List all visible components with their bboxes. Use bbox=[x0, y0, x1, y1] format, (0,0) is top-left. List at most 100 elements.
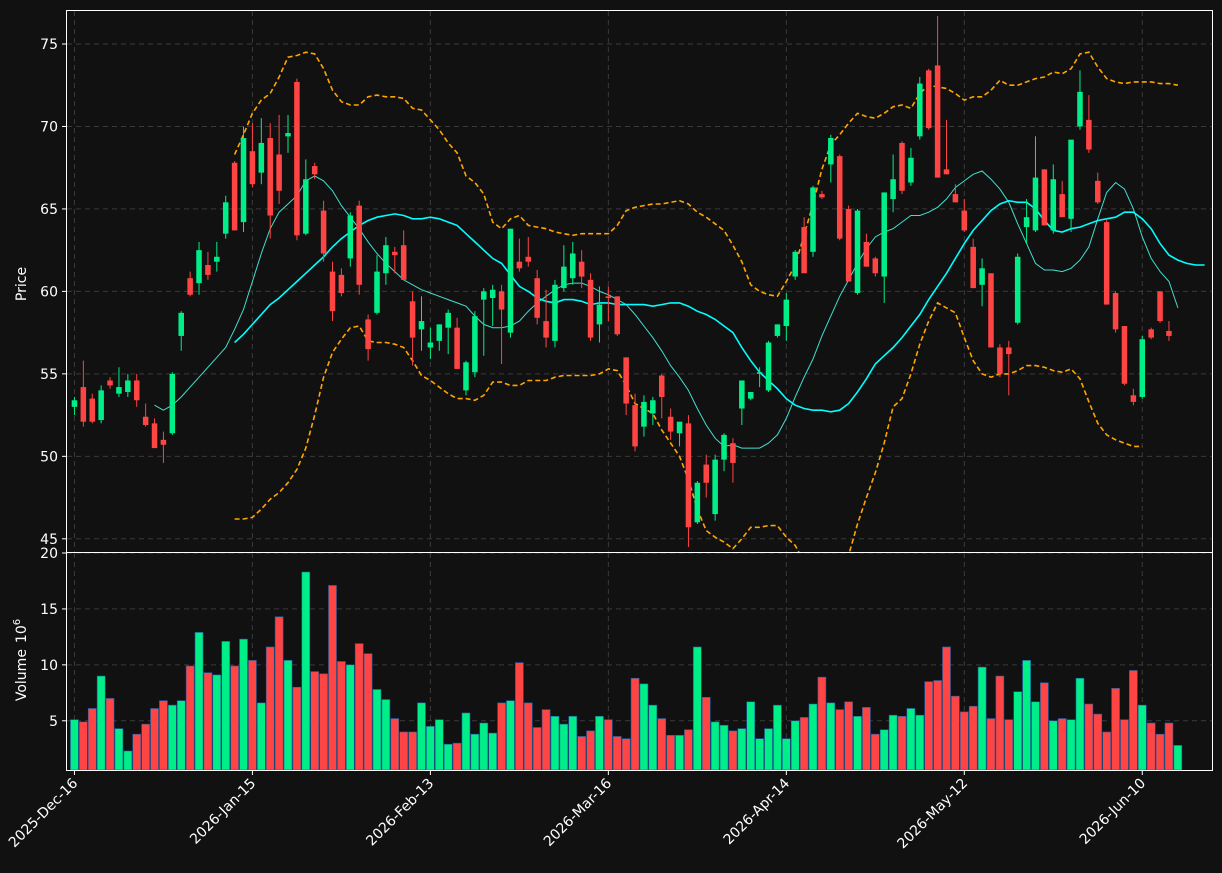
price-tick-label: 60 bbox=[40, 284, 58, 300]
volume-bar bbox=[105, 698, 115, 771]
volume-bar bbox=[310, 671, 320, 771]
candle-body bbox=[739, 380, 745, 409]
volume-bar bbox=[381, 699, 391, 771]
candle-body bbox=[267, 138, 273, 216]
volume-bar bbox=[79, 721, 88, 771]
candle-body bbox=[614, 296, 621, 335]
candle-body bbox=[712, 459, 718, 515]
candle-body bbox=[988, 273, 994, 348]
volume-bar bbox=[212, 674, 222, 771]
candle-body bbox=[1006, 347, 1012, 355]
volume-bar bbox=[951, 695, 960, 771]
candle-body bbox=[756, 372, 763, 374]
candle-body bbox=[570, 253, 576, 279]
volume-panel-frame bbox=[66, 552, 1213, 771]
volume-bar bbox=[123, 750, 133, 771]
candle-body bbox=[863, 241, 870, 267]
volume-bar bbox=[168, 704, 177, 771]
volume-bar bbox=[871, 733, 880, 771]
candle-body bbox=[881, 192, 887, 277]
volume-bar bbox=[1004, 719, 1014, 771]
candle-body bbox=[445, 312, 451, 328]
candle-body bbox=[703, 464, 709, 483]
candle-body bbox=[952, 194, 959, 203]
volume-bar bbox=[612, 736, 622, 771]
volume-bar bbox=[319, 673, 328, 771]
volume-bar bbox=[274, 616, 284, 771]
volume-bar bbox=[888, 714, 898, 771]
candle-body bbox=[347, 215, 354, 259]
volume-bar bbox=[1040, 682, 1049, 771]
candle-body bbox=[276, 154, 282, 191]
candle-body bbox=[997, 347, 1003, 374]
candle-body bbox=[641, 401, 647, 427]
volume-bar bbox=[221, 641, 231, 771]
volume-bar bbox=[1173, 745, 1183, 771]
candle-body bbox=[1121, 326, 1128, 384]
volume-bar bbox=[710, 721, 720, 771]
candle-body bbox=[98, 390, 104, 421]
candle-body bbox=[392, 251, 398, 256]
volume-bar bbox=[159, 700, 168, 771]
volume-bar bbox=[265, 646, 275, 771]
volume-bar bbox=[87, 708, 97, 771]
candle-body bbox=[240, 138, 247, 223]
volume-bar bbox=[248, 660, 257, 771]
price-tick-label: 70 bbox=[40, 119, 58, 135]
candle-body bbox=[409, 301, 416, 338]
volume-bar bbox=[719, 724, 729, 771]
volume-bar bbox=[906, 708, 916, 771]
volume-bar bbox=[1111, 688, 1120, 771]
volume-bar bbox=[568, 716, 578, 771]
candle-body bbox=[1068, 139, 1074, 219]
candle-body bbox=[578, 261, 585, 277]
volume-bar bbox=[737, 728, 747, 771]
volume-bar bbox=[1013, 691, 1022, 771]
volume-bar bbox=[746, 701, 756, 771]
volume-bar bbox=[434, 719, 444, 771]
volume-bar bbox=[452, 742, 462, 771]
volume-bar bbox=[1022, 660, 1031, 771]
volume-bar bbox=[523, 702, 533, 771]
candle-body bbox=[925, 70, 932, 129]
volume-bar bbox=[506, 700, 515, 771]
candle-body bbox=[979, 268, 985, 285]
candle-body bbox=[400, 245, 407, 280]
candle-body bbox=[516, 261, 523, 269]
volume-bar bbox=[417, 702, 426, 771]
candle-body bbox=[605, 296, 612, 298]
price-tick-label: 50 bbox=[40, 449, 58, 465]
candle-body bbox=[667, 416, 674, 432]
candle-body bbox=[418, 321, 425, 330]
volume-bar bbox=[684, 729, 693, 771]
candle-body bbox=[294, 81, 300, 236]
price-panel: 45 50 55 60 65 70 75 Price bbox=[14, 10, 1213, 553]
candle-body bbox=[454, 327, 460, 369]
candle-body bbox=[908, 157, 914, 183]
volume-bar bbox=[1137, 704, 1147, 771]
candle-body bbox=[917, 83, 923, 137]
volume-bar bbox=[639, 683, 649, 771]
candle-body bbox=[178, 312, 184, 336]
candle-body bbox=[650, 400, 656, 414]
volume-bar bbox=[586, 730, 595, 771]
volume-bar bbox=[1164, 722, 1174, 771]
volume-bar bbox=[657, 718, 667, 771]
candle-body bbox=[142, 416, 149, 425]
candle-body bbox=[481, 291, 487, 300]
candle-body bbox=[810, 187, 816, 252]
volume-bar bbox=[203, 672, 213, 771]
candle-body bbox=[730, 443, 736, 463]
volume-bar bbox=[968, 705, 978, 771]
volume-bar bbox=[1066, 719, 1076, 771]
volume-bar bbox=[1129, 670, 1138, 771]
volume-bar bbox=[559, 723, 569, 771]
volume-tick-label: 15 bbox=[40, 602, 58, 618]
volume-tick-label: 10 bbox=[40, 658, 58, 674]
candle-body bbox=[107, 380, 113, 386]
candle-body bbox=[125, 380, 131, 393]
volume-bar bbox=[176, 700, 186, 771]
volume-axis-label-text: Volume bbox=[14, 649, 30, 701]
volume-bar bbox=[604, 719, 613, 771]
volume-bar bbox=[185, 665, 195, 771]
